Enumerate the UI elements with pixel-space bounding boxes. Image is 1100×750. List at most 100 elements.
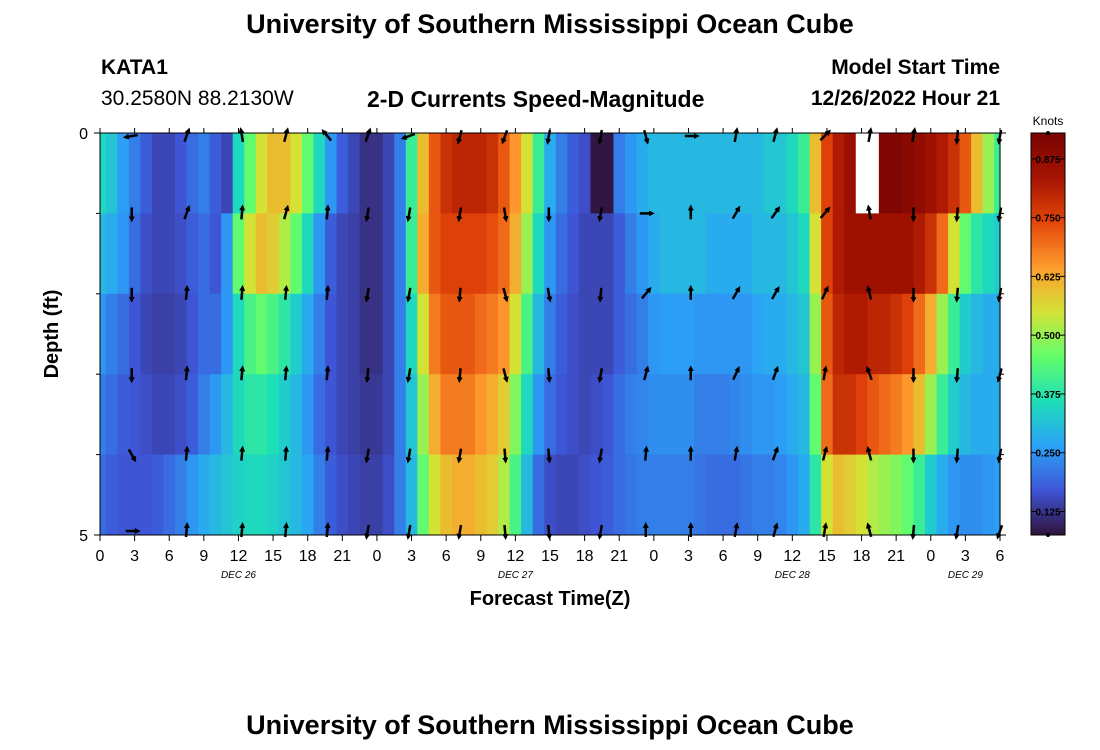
heatmap-cell (901, 213, 915, 295)
heatmap-cell (625, 374, 638, 455)
heatmap-cell (982, 133, 995, 214)
heatmap-cell (140, 213, 153, 295)
heatmap-cell (648, 213, 661, 295)
current-arrow (597, 207, 604, 223)
heatmap-cell (267, 213, 280, 295)
heatmap-cell (428, 454, 441, 536)
heatmap-cell (440, 454, 453, 536)
heatmap-cell (740, 213, 753, 295)
heatmap-cell (567, 133, 580, 214)
current-arrow (733, 445, 740, 461)
heatmap-cell (705, 293, 718, 375)
heatmap-cell (405, 213, 418, 295)
heatmap-cell (475, 213, 488, 295)
heatmap-cell (498, 133, 511, 214)
heatmap-cell (567, 293, 580, 375)
current-arrow (324, 365, 331, 381)
heatmap-cell (544, 133, 557, 214)
heatmap-cell (625, 133, 638, 214)
heatmap-cell (244, 293, 257, 375)
heatmap-cell (648, 374, 661, 455)
station-coords: 30.2580N 88.2130W (101, 87, 294, 110)
heatmap-cell (221, 133, 234, 214)
heatmap-cell (163, 293, 176, 375)
heatmap-cell (463, 454, 476, 536)
heatmap-cell (451, 454, 465, 536)
heatmap-cell (521, 213, 534, 295)
current-arrow (643, 129, 650, 145)
heatmap-cell (521, 454, 534, 536)
heatmap-cell (278, 454, 291, 536)
heatmap-cell (440, 133, 453, 214)
heatmap-cell (175, 133, 188, 214)
heatmap-cell (901, 293, 915, 375)
heatmap-cell (832, 454, 845, 536)
current-arrow (239, 284, 246, 300)
x-tick-label: 21 (610, 548, 628, 565)
heatmap-cell (751, 374, 765, 455)
heatmap-cell (301, 454, 315, 536)
current-arrow (456, 448, 463, 464)
heatmap-cell (117, 293, 130, 375)
current-arrow (456, 368, 463, 384)
heatmap-cell (578, 454, 591, 536)
heatmap-cell (809, 133, 822, 214)
heatmap-cell (855, 133, 868, 214)
heatmap-cell (290, 293, 303, 375)
heatmap-cell (371, 133, 384, 214)
heatmap-cell (475, 374, 488, 455)
heatmap-cell (209, 133, 222, 214)
heatmap-cell (117, 213, 130, 295)
heatmap-cell (925, 213, 938, 295)
heatmap-cell (740, 374, 753, 455)
heatmap-cell (786, 374, 799, 455)
current-arrow (502, 368, 509, 383)
heatmap-cell (278, 213, 291, 295)
current-arrow (456, 207, 463, 223)
heatmap-cell (925, 133, 938, 214)
x-tick-label: 3 (684, 548, 693, 565)
heatmap-cell (890, 133, 903, 214)
heatmap-cell (498, 213, 511, 295)
current-arrow (954, 287, 961, 303)
heatmap-cell (694, 213, 707, 295)
heatmap-cell (100, 133, 107, 214)
heatmap-cell (751, 293, 765, 375)
heatmap-cell (832, 293, 845, 375)
current-arrow (819, 206, 831, 219)
x-tick-label: 6 (442, 548, 451, 565)
heatmap-cell (913, 374, 926, 455)
current-arrow (405, 207, 412, 223)
heatmap-cell (440, 293, 453, 375)
colorbar-units-label: Knots (1033, 114, 1064, 128)
heatmap-cell (832, 133, 845, 214)
heatmap-cell (878, 133, 891, 214)
heatmap-cell (994, 293, 1001, 375)
current-arrow (183, 284, 190, 300)
heatmap-cell (325, 454, 338, 536)
heatmap-cell (348, 293, 361, 375)
heatmap-cell (601, 454, 615, 536)
heatmap-cell (117, 133, 130, 214)
heatmap-cell (948, 374, 961, 455)
heatmap-cell (751, 133, 765, 214)
x-tick-label: 12 (783, 548, 801, 565)
heatmap-cell (267, 293, 280, 375)
heatmap-cell (151, 213, 165, 295)
x-tick-label: 15 (818, 548, 836, 565)
heatmap-cell (694, 374, 707, 455)
heatmap-cell (382, 374, 395, 455)
heatmap-cell (948, 133, 961, 214)
heatmap-cell (694, 133, 707, 214)
current-arrow (643, 365, 650, 381)
heatmap-cell (278, 374, 291, 455)
heatmap-cell (301, 293, 315, 375)
heatmap-cell (498, 454, 511, 536)
heatmap-cell (486, 293, 499, 375)
heatmap-cell (821, 293, 834, 375)
heatmap-cell (128, 213, 141, 295)
x-tick-label: 0 (926, 548, 935, 565)
heatmap-cell (890, 293, 903, 375)
heatmap-cell (232, 133, 245, 214)
current-arrow (865, 285, 873, 300)
